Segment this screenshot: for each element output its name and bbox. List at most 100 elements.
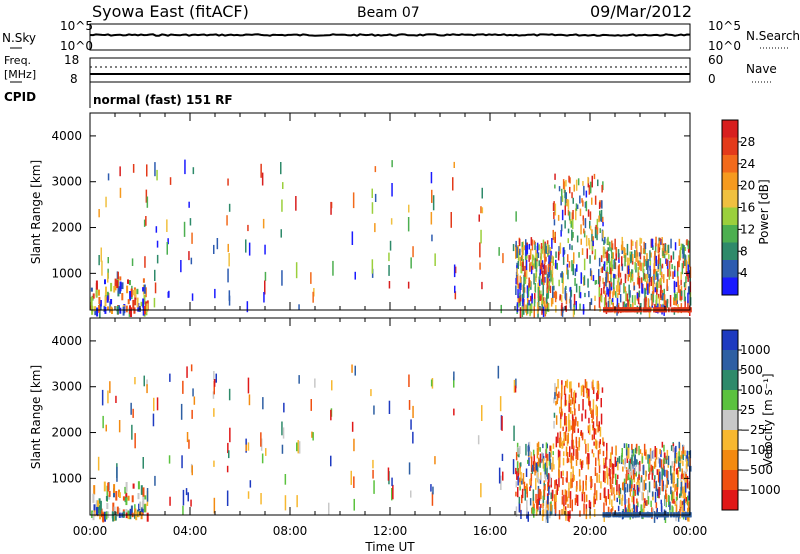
data-cell — [578, 382, 580, 388]
data-cell — [539, 296, 541, 301]
data-cell — [580, 272, 582, 284]
data-cell — [632, 469, 635, 480]
data-cell — [634, 447, 637, 454]
data-cell — [391, 488, 393, 501]
data-cell — [615, 248, 617, 261]
data-cell — [602, 470, 605, 482]
data-cell — [642, 464, 645, 475]
data-cell — [130, 505, 133, 515]
data-cell — [676, 467, 678, 475]
velocity-colorbar-tick-label: −500 — [740, 463, 773, 477]
data-cell — [561, 380, 563, 390]
power-colorbar-tick-label: 28 — [740, 135, 755, 149]
data-cell — [388, 252, 390, 262]
data-cell — [537, 441, 540, 451]
data-cell — [530, 302, 533, 314]
data-cell — [597, 390, 599, 398]
power-data-cells — [90, 159, 692, 319]
data-cell — [609, 478, 612, 489]
data-cell — [662, 244, 664, 251]
data-cell — [582, 215, 584, 221]
data-cell — [639, 237, 641, 246]
data-cell — [571, 433, 573, 440]
data-cell — [517, 280, 519, 289]
data-cell — [571, 212, 573, 223]
data-cell — [639, 460, 641, 472]
data-cell — [154, 282, 157, 294]
data-cell — [153, 397, 155, 412]
data-cell — [93, 485, 96, 495]
data-cell — [588, 291, 590, 298]
data-cell — [648, 307, 651, 318]
data-cell — [596, 472, 598, 483]
data-cell — [521, 488, 524, 499]
data-cell — [563, 451, 565, 457]
data-cell — [130, 288, 133, 297]
data-cell — [543, 300, 545, 307]
data-cell — [167, 238, 169, 245]
data-cell — [530, 261, 533, 269]
data-cell — [295, 196, 297, 211]
data-cell — [544, 243, 547, 254]
data-cell — [654, 482, 656, 488]
data-cell — [570, 399, 572, 406]
data-cell — [661, 294, 663, 301]
data-cell — [534, 283, 537, 293]
data-cell — [576, 446, 579, 457]
data-cell — [616, 297, 619, 306]
data-cell — [571, 229, 573, 241]
data-cell — [637, 266, 639, 276]
data-cell — [572, 414, 574, 421]
data-cell — [584, 201, 587, 208]
data-cell — [168, 290, 170, 298]
data-cell — [227, 442, 229, 454]
data-cell — [453, 408, 455, 416]
data-cell — [650, 464, 653, 472]
data-cell — [679, 505, 682, 511]
data-cell — [526, 499, 528, 511]
data-cell — [525, 259, 528, 271]
data-cell — [547, 479, 550, 487]
data-cell — [454, 266, 457, 274]
data-cell — [673, 461, 676, 467]
data-cell — [640, 477, 643, 483]
data-cell — [528, 255, 530, 262]
data-cell — [532, 255, 535, 261]
data-cell — [515, 491, 517, 497]
data-cell — [683, 282, 686, 288]
data-cell — [541, 452, 543, 459]
data-cell — [627, 504, 630, 513]
data-cell — [453, 371, 455, 381]
data-cell — [539, 276, 541, 286]
data-cell — [142, 307, 145, 316]
data-cell — [606, 448, 608, 460]
data-cell — [535, 462, 538, 471]
data-cell — [632, 302, 634, 312]
data-cell — [298, 441, 301, 454]
data-cell — [122, 496, 125, 501]
data-cell — [555, 251, 557, 258]
data-cell — [615, 247, 618, 254]
data-cell — [675, 294, 677, 301]
data-cell — [607, 272, 609, 283]
data-cell — [535, 493, 537, 504]
data-cell — [139, 501, 142, 509]
data-cell — [431, 378, 434, 389]
data-cell — [601, 387, 604, 393]
data-cell — [516, 461, 519, 473]
power-colorbar-tick-label: 4 — [740, 266, 748, 280]
data-cell — [539, 506, 541, 515]
data-cell — [407, 281, 410, 289]
data-cell — [591, 478, 593, 487]
data-cell — [525, 239, 527, 246]
data-cell — [634, 464, 637, 473]
data-cell — [684, 450, 686, 456]
data-cell — [517, 289, 519, 299]
data-cell — [351, 231, 354, 245]
data-cell — [660, 459, 663, 469]
data-cell — [656, 286, 658, 295]
data-cell — [589, 400, 591, 407]
data-cell — [521, 478, 523, 485]
data-cell — [567, 458, 570, 463]
